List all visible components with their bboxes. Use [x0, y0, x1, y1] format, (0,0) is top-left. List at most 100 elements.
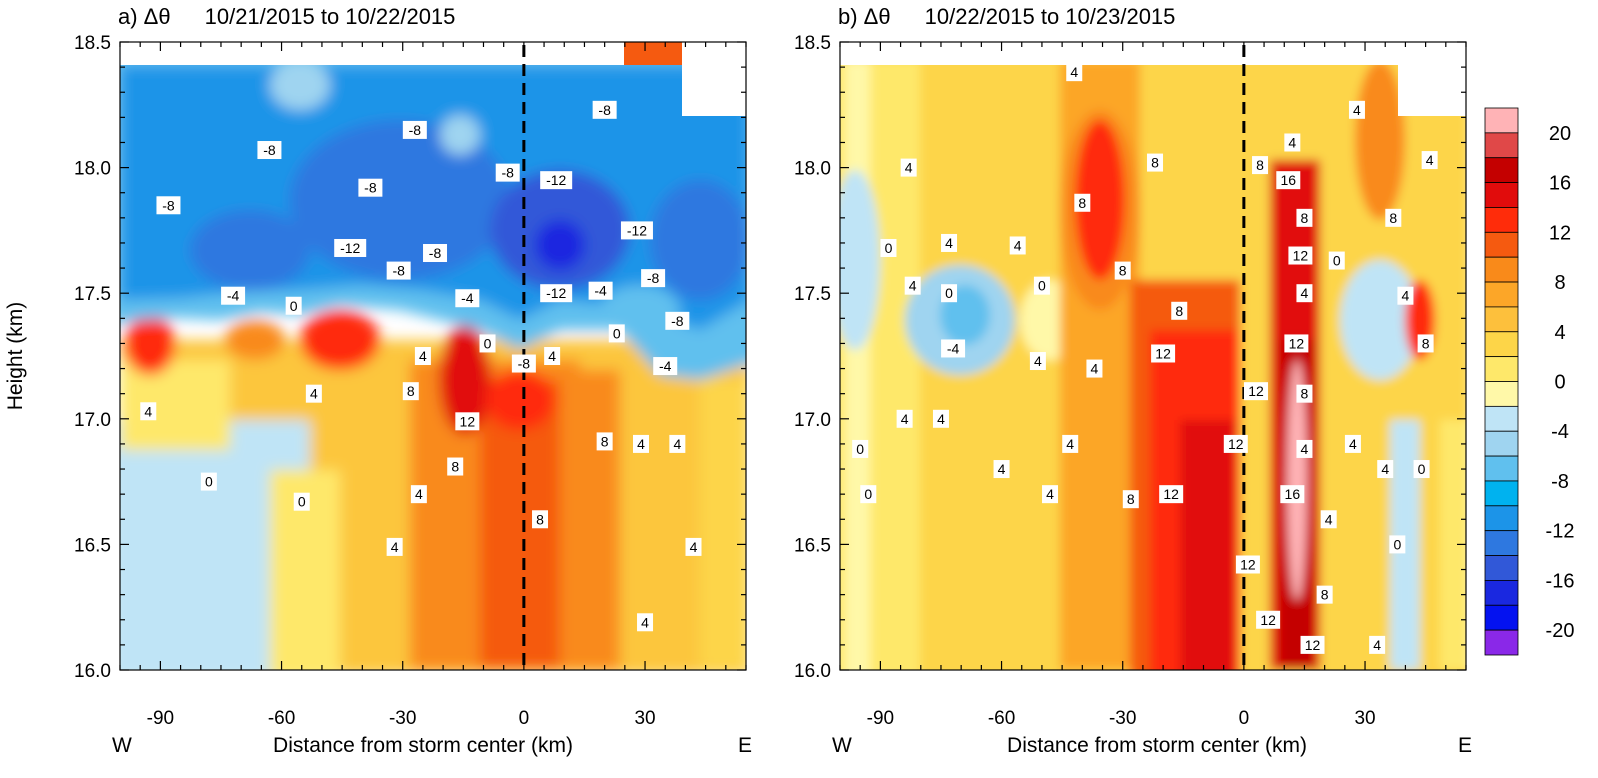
- colorbar-box: [1484, 455, 1519, 482]
- svg-text:4: 4: [1381, 461, 1389, 477]
- svg-text:8: 8: [407, 383, 415, 399]
- b-contour-label: 0: [1033, 276, 1050, 295]
- svg-text:4: 4: [391, 539, 399, 555]
- b-contour-label: 4: [1086, 359, 1103, 378]
- panel-a-west-label: W: [112, 734, 132, 757]
- b-contour-label: 4: [1009, 236, 1026, 255]
- svg-text:8: 8: [1175, 303, 1183, 319]
- colorbar-box: [1484, 530, 1519, 556]
- a-contour-label: 4: [637, 613, 654, 632]
- b-contour-label: 4: [1344, 434, 1361, 453]
- b-y-tick-label: 17.0: [794, 410, 831, 431]
- svg-text:8: 8: [1389, 210, 1397, 226]
- b-x-tick-label: -30: [1109, 708, 1136, 729]
- b-contour-label: 4: [1042, 485, 1059, 504]
- svg-text:4: 4: [937, 411, 945, 427]
- panel-b-y-ticks: 16.0 16.5 17.0 17.5 18.0 18.5: [794, 33, 1466, 682]
- b-contour-label: 4: [1348, 100, 1365, 119]
- b-contour-label: 4: [1296, 439, 1313, 458]
- b-contour-label: 4: [1284, 133, 1301, 152]
- svg-text:4: 4: [673, 436, 681, 452]
- colorbar-box: [1484, 629, 1519, 656]
- svg-text:-8: -8: [647, 270, 660, 286]
- b-contour-label: 4: [941, 233, 958, 252]
- svg-text:12: 12: [1163, 486, 1179, 502]
- svg-text:0: 0: [1393, 536, 1401, 552]
- a-contour-label: -12: [540, 284, 573, 303]
- svg-text:4: 4: [690, 539, 698, 555]
- svg-text:4: 4: [1426, 152, 1434, 168]
- b-contour-label: 12: [1159, 485, 1184, 504]
- svg-text:4: 4: [144, 403, 152, 419]
- svg-text:12: 12: [460, 413, 476, 429]
- svg-text:4: 4: [909, 278, 917, 294]
- b-contour-label: 0: [1328, 251, 1345, 270]
- b-contour-label: 4: [904, 276, 921, 295]
- a-contour-label: 4: [544, 347, 561, 365]
- b-contour-label: 0: [860, 485, 877, 504]
- b-contour-label: 4: [1397, 286, 1414, 305]
- a-contour-label: 8: [596, 432, 613, 451]
- colorbar: 20 16 12 8 4 0 -4 -8 -12 -16 -20: [1484, 107, 1575, 656]
- panel-a-east-label: E: [738, 734, 752, 757]
- panel-a-y-ticks: 16.0 16.5 17.0 17.5 18.0 18.5: [74, 33, 746, 682]
- svg-text:4: 4: [1014, 237, 1022, 253]
- svg-text:0: 0: [945, 285, 953, 301]
- svg-text:0: 0: [613, 325, 621, 341]
- svg-text:8: 8: [1301, 386, 1309, 402]
- b-contour-label: 4: [1320, 510, 1337, 529]
- svg-text:4: 4: [1034, 353, 1042, 369]
- svg-text:-4: -4: [461, 290, 474, 306]
- b-contour-label: 12: [1288, 246, 1313, 265]
- a-contour-label: 8: [532, 510, 549, 529]
- colorbar-tick-label: 4: [1554, 322, 1565, 344]
- colorbar-tick-label: -8: [1551, 471, 1569, 493]
- y-axis-label: Height (km): [4, 302, 27, 411]
- svg-text:16: 16: [1281, 172, 1297, 188]
- a-contour-label: 8: [402, 382, 419, 401]
- svg-text:0: 0: [298, 494, 306, 510]
- a-contour-label: -8: [592, 100, 617, 119]
- svg-text:4: 4: [415, 486, 423, 502]
- svg-text:8: 8: [1119, 263, 1127, 279]
- a-contour-label: 4: [414, 347, 431, 365]
- svg-text:-4: -4: [227, 288, 240, 304]
- b-contour-label: 8: [1417, 334, 1434, 353]
- b-contour-label: 8: [1114, 261, 1131, 280]
- b-contour-label: 4: [993, 460, 1010, 479]
- colorbar-box: [1484, 157, 1519, 183]
- svg-text:-12: -12: [546, 172, 566, 188]
- colorbar-box: [1484, 182, 1519, 208]
- b-y-tick-label: 18.5: [794, 33, 831, 54]
- svg-text:-12: -12: [340, 240, 360, 256]
- b-contour-label: 12: [1300, 635, 1325, 654]
- svg-text:4: 4: [905, 160, 913, 176]
- svg-text:8: 8: [536, 511, 544, 527]
- b-contour-label: 4: [896, 409, 913, 428]
- colorbar-ticks: 20 16 12 8 4 0 -4 -8 -12 -16 -20: [1546, 123, 1575, 642]
- a-contour-label: 8: [447, 457, 464, 476]
- svg-text:4: 4: [1301, 285, 1309, 301]
- a-contour-label: -8: [257, 141, 282, 160]
- svg-text:4: 4: [419, 348, 427, 364]
- colorbar-tick-label: 16: [1549, 173, 1571, 195]
- b-contour-label: 8: [1296, 384, 1313, 403]
- b-x-tick-label: -60: [988, 708, 1015, 729]
- a-y-tick-label: 17.0: [74, 410, 111, 431]
- a-y-tick-label: 17.5: [74, 284, 111, 305]
- svg-text:12: 12: [1305, 637, 1321, 653]
- colorbar-box: [1484, 306, 1519, 333]
- colorbar-box: [1484, 256, 1519, 283]
- b-y-tick-label: 18.0: [794, 159, 831, 180]
- colorbar-tick-label: 8: [1554, 272, 1565, 294]
- svg-text:-8: -8: [429, 245, 442, 261]
- colorbar-boxes: [1484, 107, 1519, 656]
- svg-text:8: 8: [451, 459, 459, 475]
- svg-text:4: 4: [1091, 361, 1099, 377]
- svg-text:4: 4: [1402, 288, 1410, 304]
- svg-text:4: 4: [1301, 441, 1309, 457]
- a-contour-label: 4: [305, 384, 322, 403]
- a-contour-label: -4: [221, 286, 246, 305]
- svg-text:-8: -8: [263, 142, 276, 158]
- colorbar-box: [1484, 580, 1519, 606]
